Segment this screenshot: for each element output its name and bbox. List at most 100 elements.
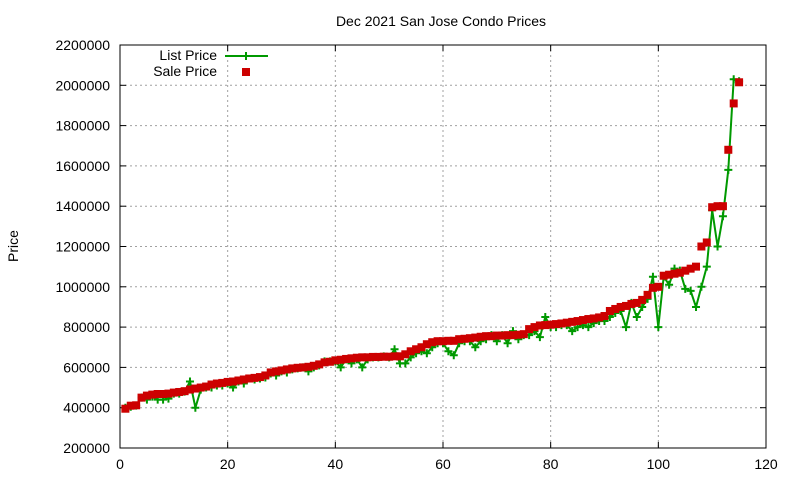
sale-price-point xyxy=(487,332,496,341)
sale-price-point xyxy=(132,401,141,410)
chart-title: Dec 2021 San Jose Condo Prices xyxy=(336,13,546,29)
list-price-point xyxy=(568,327,577,336)
sale-price-point xyxy=(169,388,178,397)
sale-price-point xyxy=(250,373,259,382)
sale-price-point xyxy=(293,363,302,372)
sale-price-point xyxy=(363,353,372,362)
sale-price-point xyxy=(530,323,539,332)
sale-price-point xyxy=(180,387,189,396)
y-axis-label: Price xyxy=(5,230,21,262)
list-price-point xyxy=(358,363,367,372)
sale-price-point xyxy=(460,334,469,343)
sale-price-point xyxy=(379,352,388,361)
sale-price-point xyxy=(622,301,631,310)
sale-price-point xyxy=(288,364,297,373)
sale-price-point xyxy=(191,384,200,393)
sale-price-point xyxy=(729,99,738,108)
sale-price-point xyxy=(272,367,281,376)
sale-price-point xyxy=(686,264,695,273)
list-price-point xyxy=(697,282,706,291)
sale-price-point xyxy=(584,315,593,324)
sale-price-point xyxy=(525,325,534,334)
sale-price-point xyxy=(342,354,351,363)
y-tick-label: 400000 xyxy=(63,400,110,416)
sale-price-point xyxy=(605,306,614,315)
sale-price-point xyxy=(595,313,604,322)
sale-price-point xyxy=(309,361,318,370)
sale-price-point xyxy=(153,389,162,398)
list-price-point xyxy=(185,377,194,386)
y-tick-label: 1000000 xyxy=(55,279,110,295)
sale-price-point xyxy=(137,393,146,402)
list-price-point xyxy=(686,286,695,295)
list-price-point xyxy=(191,403,200,412)
sale-price-point xyxy=(465,334,474,343)
sale-price-point xyxy=(142,391,151,400)
sale-price-point xyxy=(202,382,211,391)
sale-price-point xyxy=(578,316,587,325)
sale-price-point xyxy=(185,385,194,394)
list-price-point xyxy=(648,272,657,281)
sale-price-point xyxy=(212,379,221,388)
y-tick-label: 800000 xyxy=(63,319,110,335)
list-price-point xyxy=(622,323,631,332)
sale-price-point xyxy=(692,262,701,271)
sale-price-point xyxy=(681,266,690,275)
sale-price-point xyxy=(546,320,555,329)
sale-price-point xyxy=(718,202,727,211)
sale-price-point xyxy=(234,376,243,385)
axes: 0 20 40 60 80 100 120 200000 400000 600000 800000 1… xyxy=(55,37,777,472)
x-tick-label: 60 xyxy=(435,456,451,472)
sale-price-point xyxy=(385,352,394,361)
sale-price-point xyxy=(126,401,135,410)
series-layer xyxy=(121,75,744,413)
sale-price-point xyxy=(508,331,517,340)
y-tick-label: 200000 xyxy=(63,440,110,456)
sale-price-point xyxy=(514,330,523,339)
sale-price-point xyxy=(218,378,227,387)
sale-price-point xyxy=(277,366,286,375)
sale-price-point xyxy=(568,317,577,326)
sale-price-point xyxy=(331,356,340,365)
list-price-point xyxy=(584,323,593,332)
sale-price-point xyxy=(229,377,238,386)
x-tick-label: 0 xyxy=(116,456,124,472)
list-price-point xyxy=(713,242,722,251)
sale-price-point xyxy=(207,380,216,389)
x-tick-label: 120 xyxy=(754,456,778,472)
sale-price-point xyxy=(428,338,437,347)
sale-price-point xyxy=(315,360,324,369)
x-tick-label: 20 xyxy=(220,456,236,472)
sale-price-point xyxy=(412,345,421,354)
list-price-point xyxy=(401,359,410,368)
sale-price-point xyxy=(417,343,426,352)
sale-price-point xyxy=(299,363,308,372)
sale-price-point xyxy=(444,336,453,345)
list-price-point xyxy=(724,165,733,174)
sale-price-point xyxy=(482,332,491,341)
sale-price-point xyxy=(573,317,582,326)
sale-price-point xyxy=(665,270,674,279)
sale-price-point xyxy=(702,238,711,247)
sale-price-point xyxy=(261,371,270,380)
sale-price-point xyxy=(395,352,404,361)
sale-price-point xyxy=(164,389,173,398)
sale-price-point xyxy=(266,368,275,377)
sale-price-point xyxy=(422,340,431,349)
sale-price-point xyxy=(121,404,130,413)
sale-price-point xyxy=(643,290,652,299)
sale-price-point xyxy=(471,333,480,342)
sale-price-point xyxy=(562,318,571,327)
list-price-point xyxy=(654,323,663,332)
sale-price-point xyxy=(401,350,410,359)
sale-price-point xyxy=(439,337,447,346)
sale-price-point xyxy=(670,269,679,278)
sale-price-point xyxy=(638,295,647,304)
legend-label-sale-price: Sale Price xyxy=(153,63,217,79)
sale-price-point xyxy=(724,145,733,154)
sale-price-point xyxy=(159,389,168,398)
sale-price-point xyxy=(708,203,717,212)
sale-price-point xyxy=(697,242,706,251)
list-price-point xyxy=(390,345,399,354)
sale-price-point xyxy=(325,357,334,366)
